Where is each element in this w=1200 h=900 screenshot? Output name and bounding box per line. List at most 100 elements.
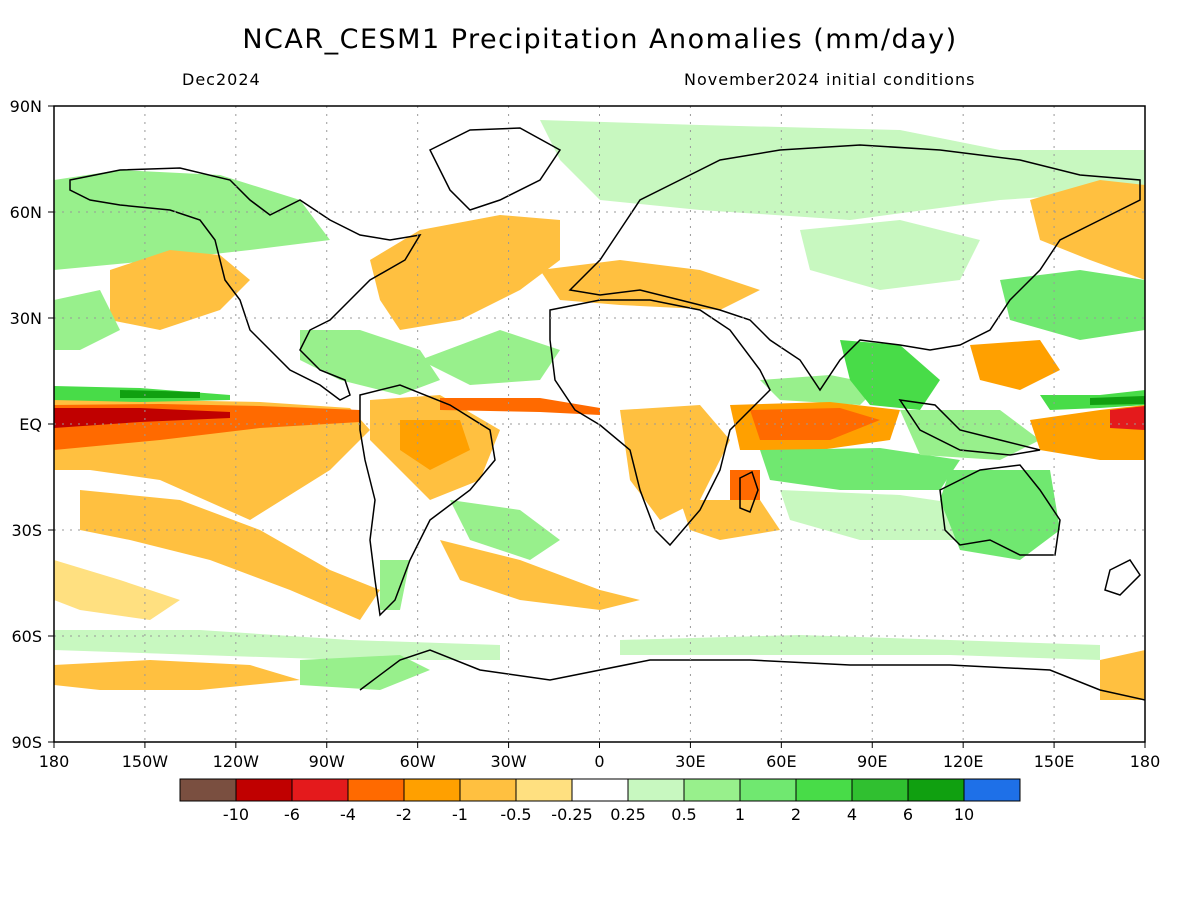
antarctica-outline bbox=[359, 649, 1145, 701]
north-america-outline bbox=[69, 167, 422, 401]
australia-outline bbox=[939, 464, 1061, 556]
longitude-axis: 180 150W 120W 90W 60W 30W 0 30E 60E 90E 120E 150E 18… bbox=[39, 742, 1161, 771]
colorbar-swatch bbox=[235, 778, 293, 802]
colorbar-label: -2 bbox=[396, 805, 412, 824]
latitude-axis: 90N 60N 30N EQ 30S 60S 90S bbox=[10, 97, 54, 752]
colorbar-label: 4 bbox=[847, 805, 857, 824]
latitude-label: 90N bbox=[10, 97, 42, 116]
colorbar-swatch bbox=[291, 778, 349, 802]
anomaly-wet-siberia bbox=[800, 220, 980, 290]
anomaly-wet-caribbean bbox=[300, 330, 440, 395]
anomaly-wet-north-pacific-mid bbox=[1000, 270, 1145, 340]
anomaly-wet-south-indian-ocean bbox=[760, 448, 960, 490]
anomaly-dry-north-pacific bbox=[110, 250, 250, 330]
colorbar-swatch bbox=[179, 778, 237, 802]
longitude-label: 90W bbox=[309, 752, 345, 771]
anomaly-wet-southern-ocean-2 bbox=[300, 655, 430, 690]
latitude-label: 60N bbox=[10, 203, 42, 222]
latitude-label: EQ bbox=[19, 415, 42, 434]
longitude-label: 30E bbox=[675, 752, 705, 771]
colorbar-label: -6 bbox=[284, 805, 300, 824]
anomaly-wet-south-atlantic bbox=[450, 500, 560, 560]
colorbar-label: -10 bbox=[223, 805, 249, 824]
colorbar-swatch bbox=[515, 778, 573, 802]
colorbar-swatch bbox=[795, 778, 853, 802]
colorbar-swatch bbox=[571, 778, 629, 802]
anomaly-wet-southern-ocean-1 bbox=[54, 630, 500, 660]
longitude-label: 60E bbox=[766, 752, 796, 771]
greenland-outline bbox=[428, 127, 562, 211]
colorbar-label: -0.25 bbox=[551, 805, 592, 824]
anomaly-dry-southern-ocean-east bbox=[1100, 650, 1145, 700]
anomaly-dry-central-africa bbox=[620, 405, 730, 520]
anomaly-wet-southern-ocean-3 bbox=[620, 635, 1100, 660]
anomaly-wet-arctic-east bbox=[540, 120, 1145, 220]
colorbar-label: 0.25 bbox=[610, 805, 646, 824]
colorbar-labels: -10 -6 -4 -2 -1 -0.5 -0.25 0.25 0.5 1 2 4 6 10 bbox=[223, 805, 974, 824]
anomaly-wet-patagonia bbox=[380, 560, 410, 610]
colorbar-label: -4 bbox=[340, 805, 356, 824]
colorbar-swatch bbox=[683, 778, 741, 802]
colorbar-label: 0.5 bbox=[671, 805, 696, 824]
colorbar-label: 1 bbox=[735, 805, 745, 824]
colorbar-swatch bbox=[851, 778, 909, 802]
longitude-label: 150W bbox=[122, 752, 169, 771]
africa-outline bbox=[549, 299, 771, 547]
longitude-label: 30W bbox=[490, 752, 526, 771]
anomaly-wet-arctic-west bbox=[54, 170, 330, 270]
anomaly-wet-north-pacific-east bbox=[54, 290, 120, 350]
colorbar-swatch bbox=[963, 778, 1021, 802]
latitude-label: 90S bbox=[11, 733, 42, 752]
anomaly-dry-west-africa-med bbox=[540, 260, 760, 310]
initial-conditions-label: November2024 initial conditions bbox=[684, 70, 976, 89]
longitude-label: 180 bbox=[39, 752, 70, 771]
latitude-label: 60S bbox=[11, 627, 42, 646]
anomaly-wet-australia bbox=[940, 470, 1060, 560]
anomaly-dry-north-atlantic bbox=[370, 215, 560, 330]
longitude-label: 150E bbox=[1034, 752, 1075, 771]
colorbar-label: 6 bbox=[903, 805, 913, 824]
anomaly-dry-light-south-pacific bbox=[54, 560, 180, 620]
longitude-label: 60W bbox=[400, 752, 436, 771]
madagascar-outline bbox=[739, 470, 759, 513]
longitude-label: 0 bbox=[594, 752, 604, 771]
anomaly-dry-extreme-equatorial-west-pacific bbox=[1110, 406, 1145, 430]
anomaly-dry-south-atlantic bbox=[440, 540, 640, 610]
anomaly-wet-maritime-continent bbox=[900, 410, 1040, 460]
colorbar-label: 2 bbox=[791, 805, 801, 824]
longitude-label: 180 bbox=[1130, 752, 1161, 771]
anomaly-dry-mid-south-america bbox=[400, 420, 470, 470]
latitude-label: 30S bbox=[11, 521, 42, 540]
forecast-month: Dec2024 bbox=[182, 70, 261, 89]
map-title: NCAR_CESM1 Precipitation Anomalies (mm/d… bbox=[242, 24, 958, 55]
anomaly-dry-south-pacific-band bbox=[80, 490, 380, 620]
colorbar-label: -1 bbox=[452, 805, 468, 824]
anomaly-dry-extreme-equatorial-pacific bbox=[54, 408, 230, 428]
colorbar-swatch bbox=[739, 778, 797, 802]
colorbar-swatch bbox=[347, 778, 405, 802]
anomaly-dry-philippine-sea bbox=[970, 340, 1060, 390]
colorbar bbox=[179, 778, 1021, 802]
colorbar-label: -0.5 bbox=[500, 805, 531, 824]
map-gridlines bbox=[54, 106, 1145, 742]
new-zealand-outline bbox=[1104, 559, 1141, 596]
latitude-label: 30N bbox=[10, 309, 42, 328]
colorbar-swatch bbox=[907, 778, 965, 802]
colorbar-label: 10 bbox=[954, 805, 974, 824]
longitude-label: 120W bbox=[213, 752, 260, 771]
anomaly-wet-extreme-north-equatorial-pacific bbox=[120, 390, 200, 398]
anomaly-dry-southern-ocean-1 bbox=[54, 660, 300, 690]
maritime-continent-outline bbox=[898, 399, 1041, 456]
anomaly-wet-extreme-west-pacific bbox=[1090, 396, 1145, 405]
anomaly-wet-bay-of-bengal bbox=[840, 340, 940, 410]
anomaly-dry-east-asia bbox=[1030, 180, 1145, 280]
continent-outlines bbox=[69, 127, 1145, 701]
anomaly-dry-equatorial-atlantic bbox=[440, 398, 600, 415]
anomaly-wet-tropical-atlantic bbox=[420, 330, 560, 385]
longitude-label: 120E bbox=[943, 752, 984, 771]
south-america-outline bbox=[359, 384, 496, 617]
longitude-label: 90E bbox=[857, 752, 887, 771]
anomaly-fields bbox=[54, 120, 1145, 700]
europe-asia-outline bbox=[568, 144, 1141, 392]
